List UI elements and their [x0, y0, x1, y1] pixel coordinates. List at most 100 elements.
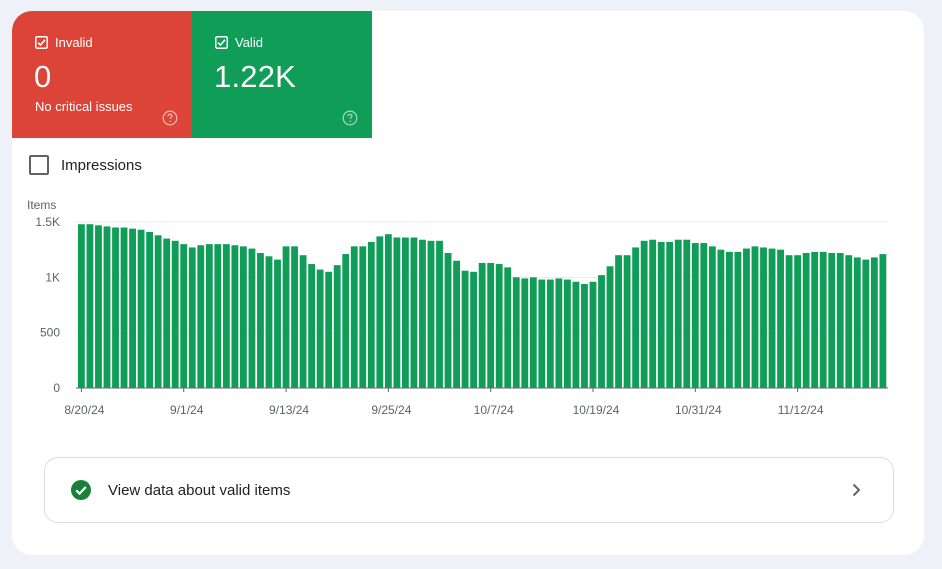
- help-circle-icon[interactable]: [162, 110, 178, 126]
- chart-bar[interactable]: [436, 240, 443, 388]
- chart-bar[interactable]: [777, 249, 784, 388]
- chart-bar[interactable]: [708, 246, 716, 388]
- chart-bar[interactable]: [845, 255, 853, 388]
- view-valid-items-link[interactable]: View data about valid items: [44, 457, 894, 523]
- chart-bar[interactable]: [78, 224, 85, 388]
- chart-bar[interactable]: [640, 240, 648, 388]
- chart-bar[interactable]: [86, 224, 94, 388]
- chart-bar[interactable]: [410, 237, 418, 388]
- chart-bar[interactable]: [487, 262, 495, 388]
- chart-bar[interactable]: [188, 247, 196, 388]
- chart-bar[interactable]: [581, 283, 588, 388]
- chart-bar[interactable]: [265, 256, 273, 388]
- help-circle-icon[interactable]: [342, 110, 358, 126]
- chart-bar[interactable]: [504, 267, 512, 388]
- chart-bar[interactable]: [879, 254, 887, 388]
- chart-bar[interactable]: [589, 281, 597, 388]
- chart-bar[interactable]: [691, 243, 699, 388]
- chart-bar[interactable]: [870, 257, 878, 388]
- chart-bar[interactable]: [734, 251, 742, 388]
- invalid-tile[interactable]: Invalid 0 No critical issues: [12, 11, 192, 138]
- chart-bar[interactable]: [828, 252, 836, 388]
- chart-bar[interactable]: [546, 279, 554, 388]
- chart-bar[interactable]: [137, 229, 145, 388]
- chart-bar[interactable]: [564, 279, 571, 388]
- chart-bar[interactable]: [282, 246, 290, 388]
- chart-bar[interactable]: [700, 243, 708, 388]
- chart-bar[interactable]: [657, 241, 665, 388]
- chart-bar[interactable]: [333, 265, 341, 388]
- chart-bar[interactable]: [350, 246, 358, 388]
- chart-bar[interactable]: [163, 238, 171, 388]
- chart-bar[interactable]: [606, 266, 614, 388]
- chart-bar[interactable]: [342, 254, 350, 388]
- chart-bar[interactable]: [129, 228, 136, 388]
- chart-bar[interactable]: [632, 247, 640, 388]
- chart-bar[interactable]: [853, 257, 861, 388]
- chart-bar[interactable]: [257, 252, 264, 388]
- chart-bar[interactable]: [325, 271, 333, 388]
- chart-bar[interactable]: [274, 259, 281, 388]
- chart-bar[interactable]: [470, 271, 478, 388]
- chart-bar[interactable]: [649, 239, 657, 388]
- chart-bar[interactable]: [495, 264, 503, 388]
- chart-bar[interactable]: [367, 241, 375, 388]
- chart-bar[interactable]: [444, 252, 452, 388]
- chart-bar[interactable]: [836, 252, 844, 388]
- chart-bar[interactable]: [751, 246, 759, 388]
- chart-bar[interactable]: [171, 240, 179, 388]
- chart-bar[interactable]: [683, 239, 691, 388]
- chart-bar[interactable]: [802, 252, 810, 388]
- chart-bar[interactable]: [521, 278, 529, 388]
- chart-bar[interactable]: [240, 246, 247, 388]
- chart-bar[interactable]: [359, 246, 367, 388]
- chart-bar[interactable]: [478, 262, 486, 388]
- chart-bar[interactable]: [862, 259, 870, 388]
- chart-bar[interactable]: [248, 248, 256, 388]
- impressions-toggle[interactable]: Impressions: [29, 154, 142, 176]
- chart-bar[interactable]: [316, 269, 324, 388]
- chart-bar[interactable]: [538, 279, 546, 388]
- chart-bar[interactable]: [717, 249, 725, 388]
- chart-bar[interactable]: [623, 255, 631, 388]
- chart-bar[interactable]: [197, 245, 205, 388]
- chart-bar[interactable]: [453, 260, 460, 388]
- chart-bar[interactable]: [154, 235, 162, 388]
- chart-bar[interactable]: [402, 237, 409, 388]
- checkbox-checked-icon[interactable]: [215, 36, 228, 49]
- chart-bar[interactable]: [760, 247, 767, 388]
- chart-bar[interactable]: [419, 239, 426, 388]
- chart-bar[interactable]: [811, 251, 819, 388]
- chart-bar[interactable]: [222, 244, 230, 388]
- chart-bar[interactable]: [384, 234, 392, 388]
- chart-bar[interactable]: [743, 248, 750, 388]
- chart-bar[interactable]: [299, 255, 307, 388]
- impressions-checkbox[interactable]: [29, 155, 49, 175]
- checkbox-checked-icon[interactable]: [35, 36, 48, 49]
- chart-bar[interactable]: [180, 244, 188, 388]
- chart-bar[interactable]: [205, 244, 213, 388]
- chart-bar[interactable]: [231, 245, 239, 388]
- chart-bar[interactable]: [291, 246, 298, 388]
- chart-bar[interactable]: [572, 281, 580, 388]
- chart-bar[interactable]: [674, 239, 682, 388]
- chart-bar[interactable]: [615, 255, 622, 388]
- chart-bar[interactable]: [794, 255, 802, 388]
- chart-bar[interactable]: [103, 226, 111, 388]
- chart-bar[interactable]: [512, 277, 520, 388]
- chart-bar[interactable]: [461, 270, 469, 388]
- chart-bar[interactable]: [819, 251, 827, 388]
- chart-bar[interactable]: [376, 236, 384, 388]
- chart-bar[interactable]: [529, 277, 537, 388]
- chart-bar[interactable]: [393, 237, 401, 388]
- chart-bar[interactable]: [427, 240, 435, 388]
- chart-bar[interactable]: [112, 227, 119, 388]
- chart-bar[interactable]: [726, 251, 733, 388]
- chart-bar[interactable]: [214, 244, 222, 388]
- chart-bar[interactable]: [598, 275, 605, 388]
- chart-bar[interactable]: [146, 231, 154, 388]
- chart-bar[interactable]: [120, 227, 128, 388]
- chart-bar[interactable]: [308, 264, 316, 388]
- chart-bar[interactable]: [555, 278, 563, 388]
- chart-bar[interactable]: [768, 248, 776, 388]
